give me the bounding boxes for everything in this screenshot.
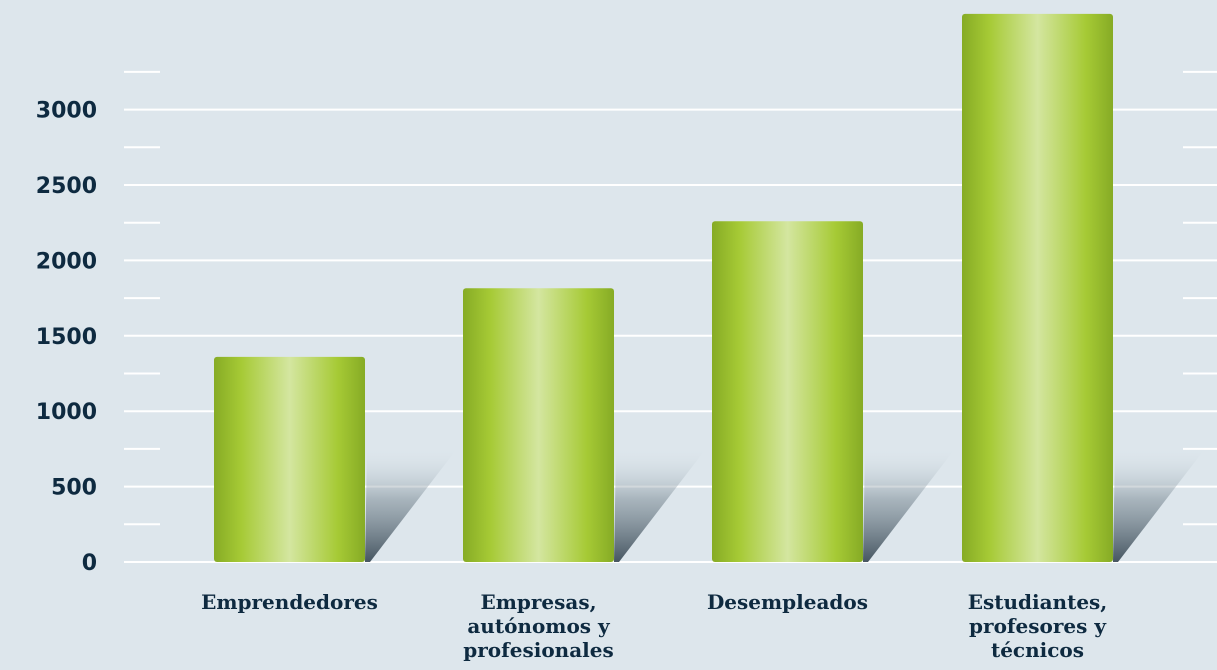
y-axis-tick-labels: 0 500 1000 1500 2000 2500 3000 (36, 99, 97, 576)
bar-shadow (863, 447, 956, 562)
x-category-label: Desempleados (707, 590, 868, 614)
y-tick-label: 0 (82, 551, 97, 576)
bar-shadows (365, 447, 1206, 562)
x-axis-category-labels: Emprendedores Empresas, autónomos y profesi… (201, 590, 1107, 662)
x-category-label: Empresas, autónomos y profesionales (463, 590, 613, 662)
bar (712, 221, 863, 562)
x-category-label-line: Desempleados (707, 590, 868, 614)
bar-shadow (614, 447, 707, 562)
x-category-label-line: Emprendedores (201, 590, 378, 614)
x-category-label: Estudiantes, profesores y técnicos (968, 590, 1108, 662)
x-category-label-line: autónomos y (467, 614, 611, 638)
x-category-label-line: profesores y (969, 614, 1107, 638)
y-tick-label: 500 (51, 476, 97, 501)
y-tick-label: 1500 (36, 325, 97, 350)
x-category-label-line: técnicos (991, 638, 1084, 662)
x-category-label: Emprendedores (201, 590, 378, 614)
bars (214, 13, 1113, 563)
x-category-label-line: Empresas, (480, 590, 596, 614)
x-category-label-line: Estudiantes, (968, 590, 1108, 614)
bar (214, 356, 365, 562)
y-tick-label: 1000 (36, 400, 97, 425)
y-tick-label: 2500 (36, 174, 97, 199)
bar-shadow (365, 447, 458, 562)
bar-shadow (1113, 447, 1206, 562)
bar (962, 13, 1113, 563)
y-tick-label: 3000 (36, 99, 97, 124)
bar (463, 288, 614, 562)
y-tick-label: 2000 (36, 249, 97, 274)
x-category-label-line: profesionales (463, 638, 613, 662)
